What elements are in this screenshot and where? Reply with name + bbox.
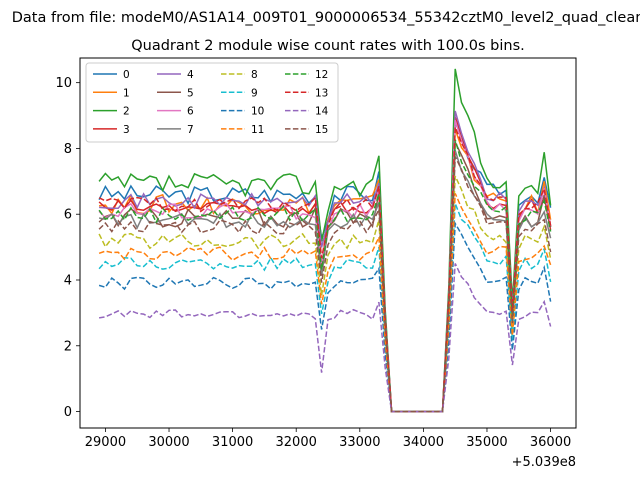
chart-title: Quadrant 2 module wise count rates with … [131,38,525,54]
legend-label-7: 7 [187,124,194,136]
legend-label-4: 4 [187,69,194,81]
x-tick-label: 29000 [85,435,126,450]
legend-label-15: 15 [315,124,328,136]
x-axis: 29000 30000 31000 32000 33000 34000 35000 36000 [85,428,571,450]
legend-label-5: 5 [187,87,194,99]
series-line-3 [98,116,552,413]
x-tick-label: 35000 [466,435,507,450]
legend-box [85,62,339,143]
series-line-8 [98,175,552,413]
legend-label-14: 14 [315,106,329,118]
series-line-10 [98,220,552,413]
series-lines [98,68,552,413]
legend-label-12: 12 [315,69,328,81]
plot-area-frame [79,57,577,429]
x-tick-label: 32000 [276,435,317,450]
series-line-11 [98,193,552,413]
y-tick-label: 0 [64,405,72,420]
series-line-2 [98,68,552,413]
x-tick-label: 30000 [148,435,189,450]
x-offset-label: +5.039e8 [512,455,576,470]
series-line-9 [98,203,552,413]
legend-label-1: 1 [123,87,130,99]
legend-label-2: 2 [123,106,130,118]
series-line-4 [99,110,552,413]
y-tick-label: 2 [64,339,72,354]
series-line-12 [98,139,552,413]
legend-label-10: 10 [251,106,264,118]
y-tick-label: 4 [64,274,72,289]
legend-label-3: 3 [123,124,130,136]
legend-label-13: 13 [315,87,328,99]
y-tick-label: 10 [55,76,72,91]
chart-suptitle: Data from file: modeM0/AS1A14_009T01_900… [12,10,640,26]
y-tick-label: 8 [64,142,72,157]
y-axis: 0 2 4 6 8 10 [55,76,80,420]
series-line-15 [98,156,552,413]
x-tick-label: 36000 [530,435,571,450]
legend-label-6: 6 [187,106,194,118]
legend-label-11: 11 [251,124,264,136]
legend-label-0: 0 [123,69,130,81]
series-line-14 [98,263,552,413]
y-tick-label: 6 [64,208,72,223]
x-tick-label: 33000 [339,435,380,450]
legend-label-8: 8 [251,69,258,81]
x-tick-label: 31000 [212,435,253,450]
legend-label-9: 9 [251,87,258,99]
series-line-13 [98,126,552,413]
x-tick-label: 34000 [403,435,444,450]
